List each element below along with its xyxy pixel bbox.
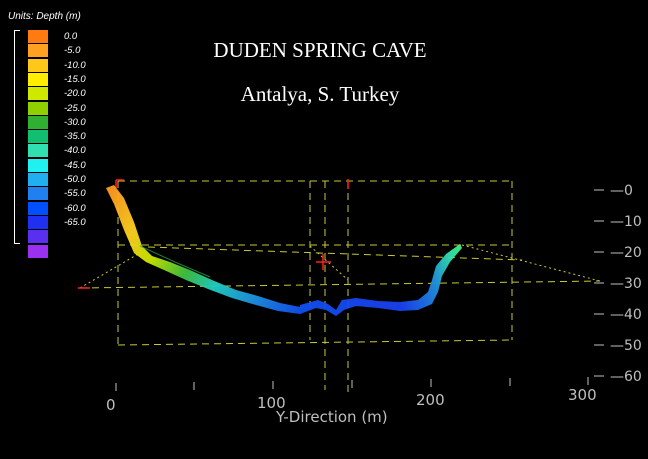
legend-swatch	[28, 58, 48, 72]
reference-markers	[78, 179, 349, 289]
depth-tick-label: —10	[610, 214, 642, 230]
legend-label: 0.0	[64, 31, 78, 42]
depth-tick-label: —30	[610, 276, 642, 292]
y-axis-title: Y-Direction (m)	[275, 408, 388, 426]
depth-tick-label: —0	[610, 183, 633, 199]
legend-label: -35.0	[64, 131, 86, 143]
legend-label: -65.0	[64, 216, 86, 228]
legend-label: -60.0	[64, 202, 86, 214]
page-subtitle: Antalya, S. Turkey	[240, 82, 400, 106]
legend-label: -15.0	[64, 73, 86, 85]
legend-swatch	[28, 115, 48, 129]
legend-label: -40.0	[64, 145, 86, 157]
legend-swatch	[28, 230, 48, 244]
legend-label: -45.0	[64, 159, 86, 171]
units-label: Units: Depth (m)	[8, 11, 81, 22]
legend-swatch	[28, 30, 48, 43]
depth-axis: —0 —10 —20 —30 —40 —50 —60	[594, 183, 642, 385]
y-direction-axis: 0 100 200 300 Y-Direction (m)	[106, 377, 597, 426]
legend-swatch	[28, 130, 48, 144]
legend-swatch	[28, 101, 48, 115]
bounding-box	[79, 180, 601, 392]
legend-swatch	[28, 173, 48, 186]
legend-label: -50.0	[64, 174, 86, 185]
y-tick-label: 300	[568, 386, 597, 404]
depth-tick-label: —60	[610, 369, 642, 385]
page-title: DUDEN SPRING CAVE	[213, 38, 427, 62]
legend-bracket	[14, 30, 20, 244]
perspective-lines	[79, 244, 601, 289]
legend-swatch	[28, 201, 48, 215]
legend-swatch	[28, 187, 48, 201]
cave-passage	[106, 185, 462, 316]
legend-swatch	[28, 44, 48, 58]
legend-label: -5.0	[64, 45, 81, 57]
legend-swatch	[28, 87, 48, 101]
legend-label: -30.0	[64, 116, 86, 128]
legend-label: -25.0	[64, 102, 86, 114]
legend-swatch	[28, 244, 48, 258]
y-tick-label: 0	[106, 396, 116, 414]
legend-swatch	[28, 72, 48, 86]
legend-swatch	[28, 215, 48, 229]
y-tick-label: 200	[416, 391, 445, 409]
y-tick-label: 100	[257, 394, 286, 412]
depth-tick-label: —40	[610, 307, 642, 323]
depth-tick-label: —50	[610, 338, 642, 354]
legend-label: -55.0	[64, 188, 86, 200]
depth-tick-label: —20	[610, 245, 642, 261]
legend-swatch	[28, 158, 48, 172]
legend-label: -20.0	[64, 88, 86, 100]
legend-label: -10.0	[64, 59, 86, 71]
legend-swatch	[28, 144, 48, 158]
